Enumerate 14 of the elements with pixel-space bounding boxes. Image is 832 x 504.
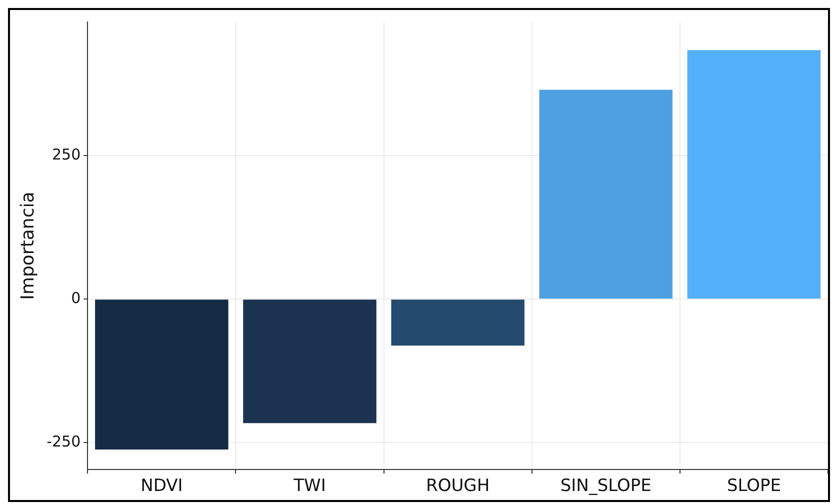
- y-tick-label: 250: [52, 146, 81, 164]
- x-tick-label: SIN_SLOPE: [560, 476, 652, 496]
- y-tick-label: 0: [71, 289, 81, 308]
- y-axis-title: Importancia: [17, 192, 38, 300]
- bar: [391, 300, 524, 346]
- bar: [243, 300, 376, 424]
- bar: [95, 300, 228, 450]
- x-tick-label: NDVI: [140, 476, 183, 496]
- y-tick-label: -250: [46, 432, 81, 451]
- bar: [539, 90, 673, 299]
- bar: [687, 50, 821, 299]
- x-tick-label: TWI: [292, 476, 326, 496]
- x-tick-label: SLOPE: [726, 476, 781, 496]
- x-tick-label: ROUGH: [426, 476, 490, 496]
